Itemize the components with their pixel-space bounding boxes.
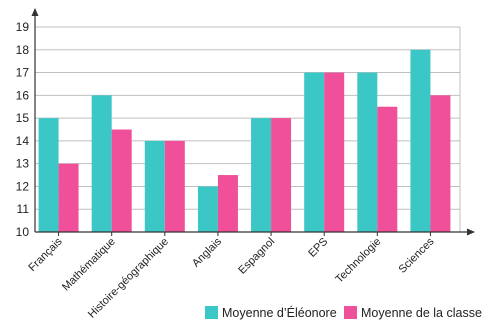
y-tick-label: 15	[16, 111, 30, 125]
y-tick-label: 12	[16, 179, 30, 193]
x-tick-label: Technologie	[333, 236, 383, 286]
x-tick-label: Mathématique	[60, 236, 118, 294]
bar-classe	[377, 106, 398, 232]
legend-swatch	[344, 306, 357, 319]
bar-classe	[271, 118, 292, 232]
x-axis-arrow	[467, 228, 475, 236]
y-tick-label: 14	[16, 134, 30, 148]
axes	[31, 8, 475, 236]
y-tick-label: 18	[16, 43, 30, 57]
y-tick-label: 13	[16, 157, 30, 171]
bar-eleonore	[144, 140, 165, 232]
y-tick-label: 17	[16, 66, 30, 80]
x-tick-label: Espagnol	[236, 236, 277, 277]
x-tick-label: EPS	[306, 236, 330, 260]
y-axis-arrow	[31, 8, 39, 16]
bars	[38, 49, 451, 233]
bar-classe	[217, 175, 238, 232]
bar-classe	[111, 129, 132, 232]
x-tick-label: Anglais	[190, 235, 224, 269]
x-tick-label: Français	[26, 235, 65, 274]
y-tick-label: 19	[16, 20, 30, 34]
y-tick-label: 16	[16, 88, 30, 102]
bar-classe	[430, 95, 451, 232]
legend-swatch	[205, 306, 218, 319]
bar-classe	[164, 140, 185, 232]
x-tick-label: Sciences	[397, 235, 437, 275]
bar-eleonore	[251, 118, 272, 232]
bar-eleonore	[410, 49, 431, 233]
bar-eleonore	[304, 72, 325, 232]
bar-classe	[58, 163, 79, 232]
bar-eleonore	[197, 186, 218, 232]
bar-eleonore	[38, 118, 59, 232]
legend-label: Moyenne d’Éléonore	[222, 305, 337, 320]
y-tick-label: 10	[16, 225, 30, 239]
y-tick-label: 11	[17, 202, 30, 216]
y-tick-labels: 10 11 12 13 14 15 16 17 18 19	[16, 20, 30, 239]
legend: Moyenne d’Éléonore Moyenne de la classe	[205, 305, 482, 320]
legend-label: Moyenne de la classe	[361, 306, 482, 320]
bar-classe	[324, 72, 345, 232]
bar-eleonore	[91, 95, 112, 232]
bar-eleonore	[357, 72, 378, 232]
